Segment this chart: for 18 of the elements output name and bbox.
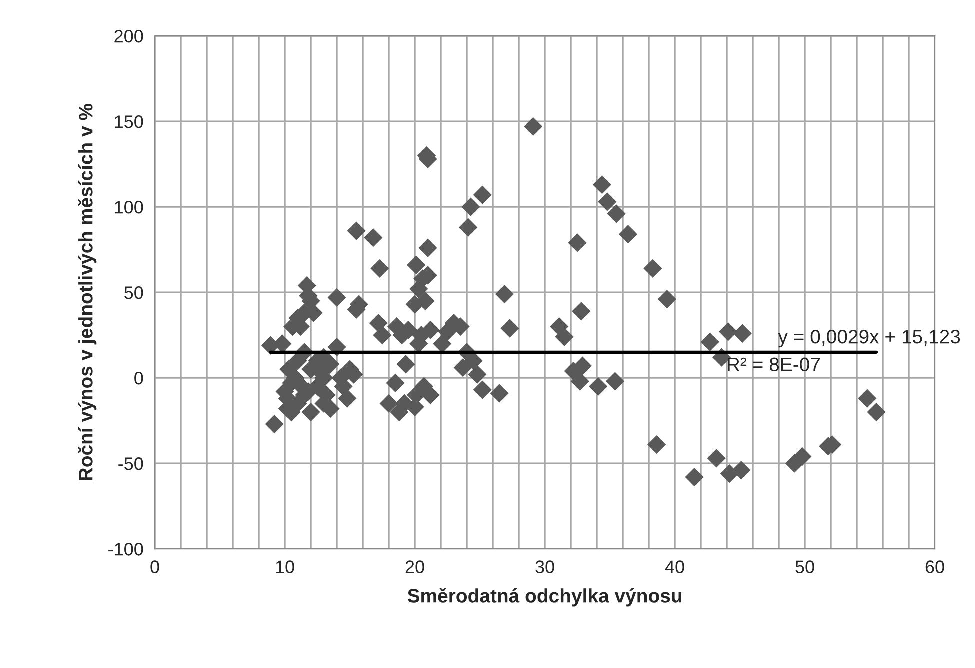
x-tick-label: 40 (665, 560, 684, 574)
y-tick-label: 200 (114, 30, 144, 43)
y-tick-label: 50 (124, 286, 144, 300)
y-tick-label: 150 (115, 116, 144, 128)
x-tick-label: 60 (926, 560, 944, 574)
x-tick-label: 30 (536, 560, 554, 574)
x-tick-label: 50 (796, 560, 814, 574)
y-tick-label: 0 (134, 372, 144, 385)
x-tick-label: 10 (276, 560, 294, 574)
x-tick-label: 0 (150, 560, 160, 574)
x-tick-label: 20 (406, 560, 424, 574)
annotation: y = 0,0029x + 15,123 (778, 330, 960, 348)
y-tick-label: -50 (118, 458, 144, 470)
x-axis-title: Směrodatná odchylka výnosu (408, 588, 682, 607)
y-tick-label: 100 (115, 201, 144, 214)
y-axis-title: Roční výnos v jednotlivých měsících v % (78, 104, 97, 480)
annotation: R² = 8E-07 (728, 358, 820, 372)
y-tick-label: -100 (108, 543, 144, 556)
